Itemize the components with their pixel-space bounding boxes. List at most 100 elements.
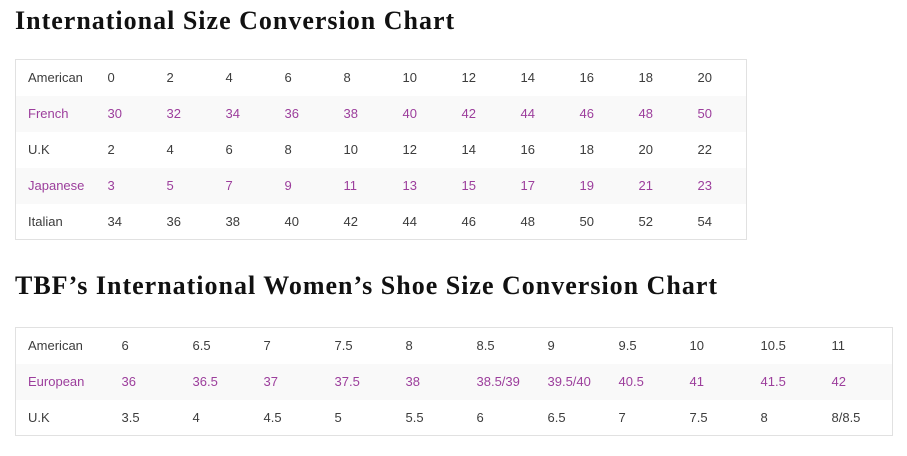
size-cell: 36	[284, 106, 299, 121]
size-cell: 14	[520, 70, 535, 86]
size-cell: 52	[638, 213, 653, 229]
size-cell: 5	[166, 178, 174, 193]
row-label: Italian	[28, 213, 63, 229]
size-cell: 40	[402, 106, 417, 121]
international-size-conversion-table: American 0 2 4 6 8 10 12 14 16 18 20 French 30 32 34 36 3…	[15, 59, 747, 240]
size-cell: 11	[343, 178, 358, 193]
size-cell: 36.5	[192, 374, 218, 389]
size-cell: 3	[107, 178, 115, 193]
size-cell: 42	[461, 106, 476, 121]
size-cell: 8.5	[476, 338, 495, 354]
row-label: U.K	[28, 409, 50, 425]
size-cell: 23	[697, 178, 712, 193]
table-row: American 6 6.5 7 7.5 8 8.5 9 9.5 10 10.5 11	[16, 328, 893, 364]
size-cell: 6	[476, 409, 484, 425]
size-cell: 2	[107, 142, 115, 157]
table-row: American 0 2 4 6 8 10 12 14 16 18 20	[16, 60, 747, 96]
size-cell: 44	[402, 213, 417, 229]
size-cell: 48	[638, 106, 653, 121]
size-cell: 8	[343, 70, 351, 86]
size-cell: 8	[284, 142, 292, 157]
row-label: French	[28, 106, 69, 121]
size-cell: 12	[461, 70, 476, 86]
size-cell: 6	[225, 142, 233, 157]
section-title-international-size: International Size Conversion Chart	[15, 6, 456, 35]
size-cell: 18	[638, 70, 653, 86]
size-cell: 8	[760, 409, 768, 425]
size-cell: 44	[520, 106, 535, 121]
row-label: American	[28, 338, 83, 354]
size-cell: 7.5	[689, 409, 708, 425]
size-cell: 41	[689, 374, 704, 389]
table-row: Italian 34 36 38 40 42 44 46 48 50 52 54	[16, 204, 747, 240]
size-cell: 16	[520, 142, 535, 157]
size-cell: 18	[579, 142, 594, 157]
size-cell: 11	[831, 338, 846, 354]
size-cell: 10	[689, 338, 704, 354]
womens-shoe-size-conversion-table: American 6 6.5 7 7.5 8 8.5 9 9.5 10 10.5 11 European…	[15, 327, 893, 436]
size-cell: 14	[461, 142, 476, 157]
size-cell: 7.5	[334, 338, 353, 354]
size-cell: 21	[638, 178, 653, 193]
size-cell: 30	[107, 106, 122, 121]
row-label: Japanese	[28, 178, 85, 193]
size-cell: 50	[697, 106, 712, 121]
size-cell: 37.5	[334, 374, 360, 389]
size-cell: 9	[547, 338, 555, 354]
size-cell: 38	[343, 106, 358, 121]
row-label: European	[28, 374, 85, 389]
size-cell: 22	[697, 142, 712, 157]
size-cell: 34	[107, 213, 122, 229]
size-cell: 50	[579, 213, 594, 229]
size-cell: 4.5	[263, 409, 282, 425]
table-row: U.K 3.5 4 4.5 5 5.5 6 6.5 7 7.5 8 8/8.5	[16, 400, 893, 436]
table-row: Japanese 3 5 7 9 11 13 15 17 19 21 23	[15, 167, 747, 204]
size-cell: 5	[334, 409, 342, 425]
size-cell: 10	[402, 70, 417, 86]
size-cell: 3.5	[121, 409, 140, 425]
size-cell: 10.5	[760, 338, 786, 354]
size-cell: 38	[225, 213, 240, 229]
size-cell: 46	[461, 213, 476, 229]
size-cell: 6	[121, 338, 129, 354]
size-cell: 2	[166, 70, 174, 86]
size-cell: 7	[618, 409, 626, 425]
size-cell: 36	[121, 374, 136, 389]
size-cell: 38.5/39	[476, 374, 520, 389]
table-row: European 36 36.5 37 37.5 38 38.5/39 39.5/40 40.5…	[15, 363, 893, 400]
size-cell: 32	[166, 106, 181, 121]
size-cell: 20	[638, 142, 653, 157]
size-cell: 6	[284, 70, 292, 86]
size-cell: 34	[225, 106, 240, 121]
size-cell: 39.5/40	[547, 374, 591, 389]
size-cell: 20	[697, 70, 712, 86]
size-cell: 40	[284, 213, 299, 229]
size-cell: 15	[461, 178, 476, 193]
size-cell: 4	[192, 409, 200, 425]
section-title-womens-shoe-size: TBF’s International Women’s Shoe Size Co…	[15, 271, 719, 300]
table-row: U.K 2 4 6 8 10 12 14 16 18 20 22	[16, 132, 747, 168]
size-cell: 0	[107, 70, 115, 86]
size-cell: 8	[405, 338, 413, 354]
size-cell: 37	[263, 374, 278, 389]
size-cell: 19	[579, 178, 594, 193]
size-cell: 9	[284, 178, 292, 193]
size-cell: 48	[520, 213, 535, 229]
table-row: French 30 32 34 36 38 40 42 44 46 48 50	[15, 95, 747, 132]
size-cell: 5.5	[405, 409, 424, 425]
row-label: U.K	[28, 142, 50, 157]
size-cell: 16	[579, 70, 594, 86]
size-cell: 41.5	[760, 374, 786, 389]
size-cell: 42	[831, 374, 846, 389]
size-cell: 46	[579, 106, 594, 121]
size-cell: 6.5	[547, 409, 566, 425]
size-cell: 4	[225, 70, 233, 86]
row-label: American	[28, 70, 83, 86]
size-cell: 9.5	[618, 338, 637, 354]
size-cell: 4	[166, 142, 174, 157]
size-cell: 10	[343, 142, 358, 157]
size-cell: 54	[697, 213, 712, 229]
size-cell: 36	[166, 213, 181, 229]
size-cell: 40.5	[618, 374, 644, 389]
